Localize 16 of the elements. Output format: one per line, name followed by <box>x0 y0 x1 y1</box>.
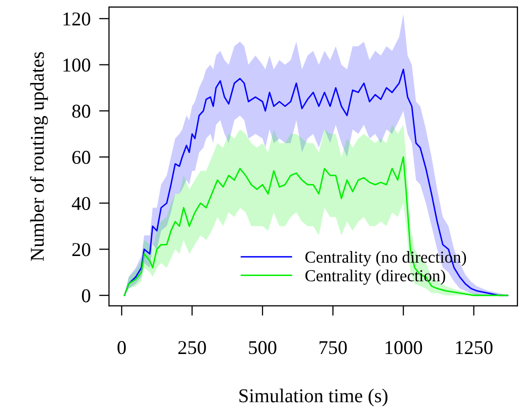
x-tick-label: 1250 <box>456 341 492 354</box>
y-tick-label: 60 <box>72 150 90 164</box>
x-tick-label: 500 <box>249 341 276 354</box>
y-tick-label: 40 <box>72 196 90 210</box>
x-tick-label: 1000 <box>386 341 422 354</box>
x-tick-label: 0 <box>118 341 126 354</box>
x-axis-title: Simulation time (s) <box>239 388 388 406</box>
y-tick-label: 120 <box>63 12 90 26</box>
y-tick-label: 100 <box>63 58 90 72</box>
line-series <box>124 156 508 296</box>
y-tick-label: 80 <box>72 104 90 118</box>
y-tick-label: 20 <box>72 243 90 256</box>
y-axis-title: Number of routing updates <box>30 52 48 261</box>
x-tick-label: 250 <box>178 341 206 354</box>
x-tick-label: 750 <box>320 341 347 354</box>
y-tick-label: 0 <box>82 289 90 302</box>
